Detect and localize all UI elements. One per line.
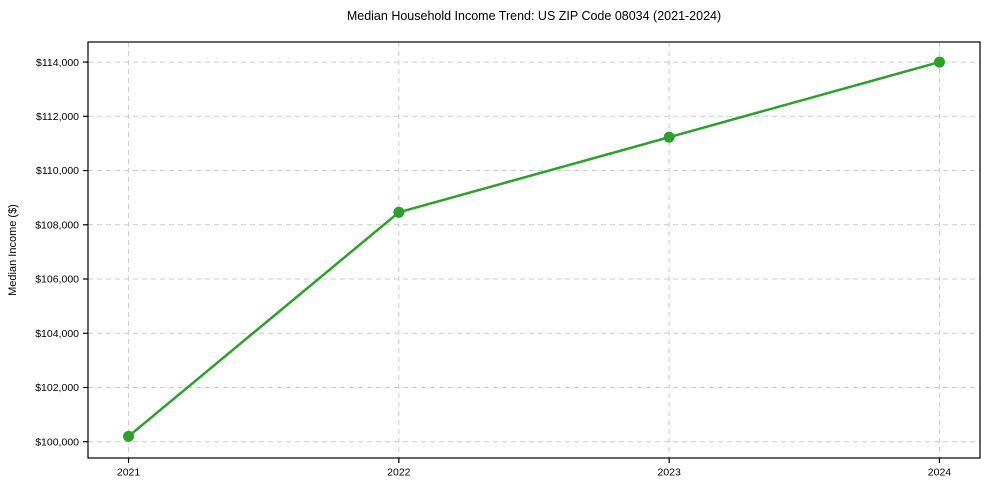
y-tick-label: $110,000 <box>36 165 79 177</box>
y-tick-label: $104,000 <box>35 328 79 340</box>
y-tick-label: $102,000 <box>35 382 79 394</box>
grid-layer <box>88 42 980 458</box>
income-trend-line <box>127 60 941 438</box>
y-tick-label: $100,000 <box>35 436 79 448</box>
data-point-marker <box>123 430 135 442</box>
x-tick-label: 2022 <box>387 467 411 479</box>
data-point-marker <box>393 206 405 218</box>
data-point-marker <box>663 131 675 143</box>
y-tick-label: $114,000 <box>36 57 79 69</box>
chart-title: Median Household Income Trend: US ZIP Co… <box>347 9 721 23</box>
y-tick-label: $106,000 <box>35 274 79 286</box>
x-tick-label: 2023 <box>657 467 681 479</box>
y-tick-label: $108,000 <box>35 219 79 231</box>
x-tick-label: 2024 <box>928 467 952 479</box>
y-axis-label: Median Income ($) <box>7 204 19 296</box>
axis-layer <box>83 41 981 463</box>
tick-label-layer: $100,000 $102,000 $104,000 $106,000 $108,000… <box>35 57 951 479</box>
data-point-marker <box>933 56 945 68</box>
plot-border <box>87 41 981 459</box>
x-tick-label: 2021 <box>117 467 141 479</box>
y-tick-label: $112,000 <box>36 111 79 123</box>
data-series-layer <box>123 56 945 442</box>
